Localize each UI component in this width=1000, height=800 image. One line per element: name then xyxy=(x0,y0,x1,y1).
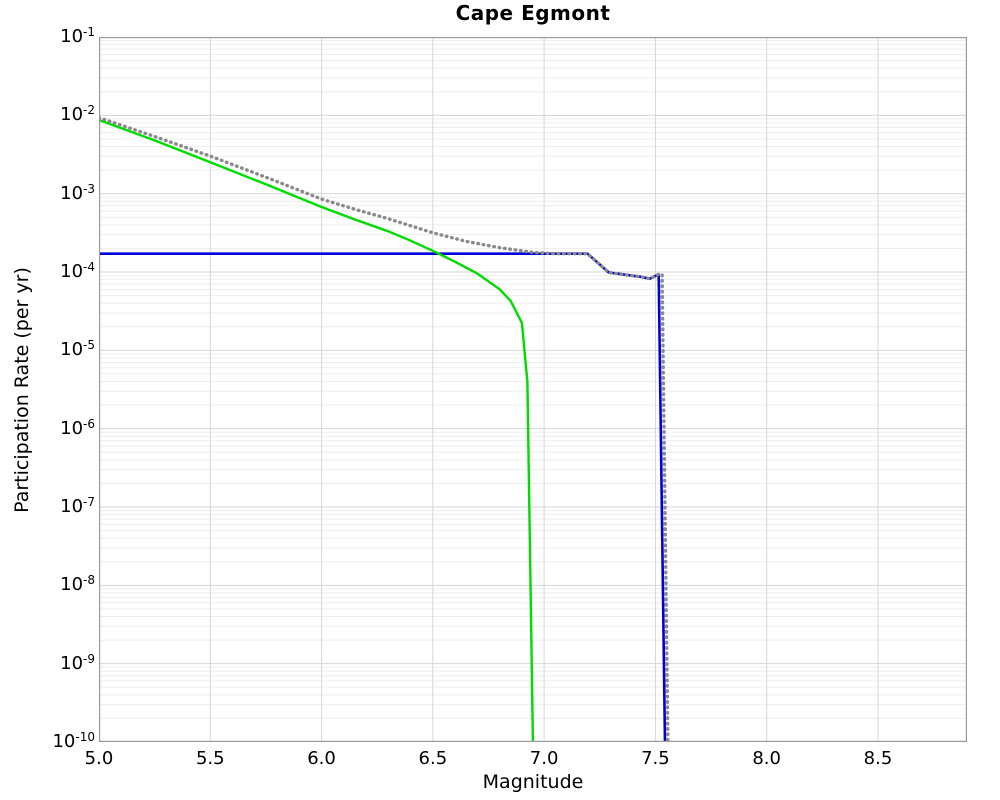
y-tick-label: 10-10 xyxy=(52,730,95,752)
x-tick-label: 8.5 xyxy=(863,748,893,769)
chart-title: Cape Egmont xyxy=(455,1,611,25)
y-tick-label: 10-8 xyxy=(60,573,95,596)
plot-canvas xyxy=(99,37,967,742)
x-tick-label: 7.0 xyxy=(529,748,559,769)
y-tick-label: 10-3 xyxy=(60,181,95,204)
y-axis-label: Participation Rate (per yr) xyxy=(11,267,33,513)
x-tick-label: 5.5 xyxy=(195,748,225,769)
x-axis-label: Magnitude xyxy=(482,771,584,793)
y-tick-label: 10-4 xyxy=(60,260,95,282)
x-tick-label: 6.0 xyxy=(307,748,336,769)
y-tick-label: 10-2 xyxy=(60,103,95,126)
y-tick-label: 10-1 xyxy=(60,25,95,47)
y-tick-label: 10-5 xyxy=(60,338,95,361)
x-tick-label: 6.5 xyxy=(418,748,448,769)
y-tick-label: 10-9 xyxy=(60,651,95,674)
y-tick-label: 10-7 xyxy=(60,495,95,517)
axes-border xyxy=(99,37,967,742)
green-solid-line xyxy=(99,118,535,742)
y-tick-label: 10-6 xyxy=(60,416,95,439)
x-tick-label: 5.0 xyxy=(84,748,114,769)
x-tick-label: 8.0 xyxy=(752,748,781,769)
plot-area xyxy=(99,37,967,742)
x-tick-label: 7.5 xyxy=(641,748,670,769)
gray-dotted-line xyxy=(99,115,670,742)
